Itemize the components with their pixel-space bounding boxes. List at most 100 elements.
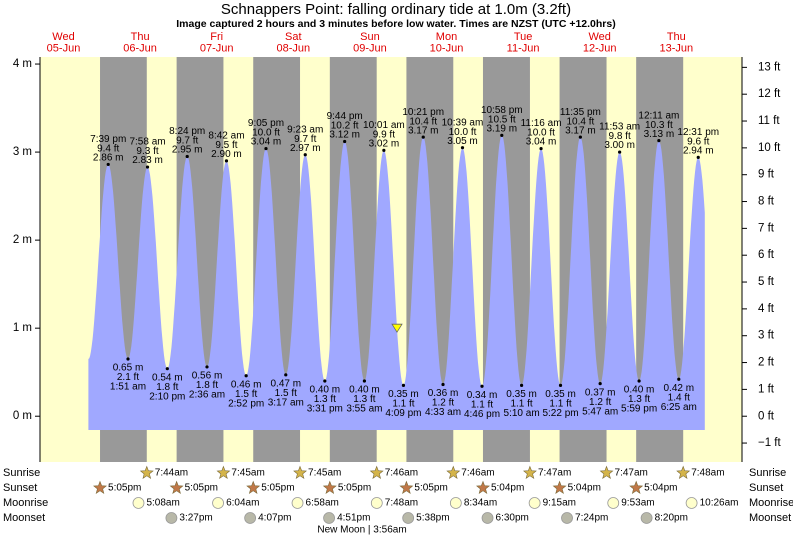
- moonrise-icon: [212, 497, 224, 509]
- tide-height-ft: 10.5 ft: [488, 114, 516, 125]
- y-tick-label: 3 m: [13, 146, 32, 158]
- tide-height-m: 3.04 m: [251, 137, 282, 148]
- tide-time: 4:09 pm: [385, 408, 421, 419]
- tide-height-ft: 1.1 ft: [471, 399, 493, 410]
- tide-point: [618, 150, 622, 154]
- tide-height-m: 3.17 m: [565, 125, 596, 136]
- tide-time: 2:52 pm: [228, 398, 264, 409]
- sunrise-time: 7:44am: [155, 468, 188, 479]
- tide-time: 2:10 pm: [149, 391, 185, 402]
- tide-height-m: 0.35 m: [545, 389, 576, 400]
- row-label: Moonset: [749, 512, 791, 524]
- moonrise-time: 9:53am: [621, 498, 654, 509]
- moonrise-icon: [370, 497, 383, 509]
- sunset-icon: [476, 480, 490, 494]
- tide-time: 3:31 pm: [307, 404, 343, 415]
- sunrise-icon: [599, 465, 614, 479]
- tide-time: 1:51 am: [110, 382, 146, 393]
- sunset-icon: [246, 480, 261, 494]
- y-tick-label: 0 m: [13, 410, 32, 422]
- day-name: Sun: [360, 31, 380, 43]
- moonrise-icon: [132, 497, 145, 509]
- y2-tick-label: 5 ft: [758, 276, 775, 288]
- tide-height-ft: 10.3 ft: [645, 120, 673, 131]
- day-date: 06-Jun: [123, 42, 157, 54]
- tide-point: [362, 379, 367, 383]
- tide-height-m: 3.00 m: [604, 140, 635, 151]
- sunrise-icon: [676, 465, 691, 479]
- tide-height-ft: 10.0 ft: [527, 128, 555, 139]
- moonset-time: 8:20pm: [655, 513, 688, 524]
- tide-height-m: 3.05 m: [447, 136, 478, 147]
- moonset-time: 3:27pm: [179, 513, 212, 524]
- tide-time: 11:35 pm: [560, 107, 601, 118]
- tide-height-m: 0.47 m: [270, 378, 301, 389]
- tide-time: 12:11 am: [638, 110, 679, 121]
- tide-time: 4:33 am: [425, 407, 461, 418]
- tide-time: 4:46 pm: [464, 409, 500, 420]
- y2-tick-label: 0 ft: [758, 410, 775, 422]
- tide-height-m: 2.86 m: [93, 153, 124, 164]
- tide-time: 5:10 am: [504, 408, 540, 419]
- y2-tick-label: 10 ft: [758, 142, 781, 154]
- y-tick-label: 2 m: [13, 234, 32, 246]
- tide-time: 5:59 pm: [621, 404, 657, 415]
- tide-height-m: 2.95 m: [172, 145, 203, 156]
- row-label: Moonset: [3, 512, 45, 524]
- row-label: Moonrise: [749, 497, 793, 509]
- moonset-icon: [561, 512, 573, 524]
- moonset-time: 5:38pm: [416, 513, 449, 524]
- tide-point: [480, 384, 484, 388]
- sunset-icon: [322, 480, 337, 494]
- tide-height-ft: 10.4 ft: [409, 116, 437, 127]
- tide-height-m: 3.12 m: [329, 130, 360, 141]
- moonrise-time: 6:04am: [226, 498, 259, 509]
- day-date: 09-Jun: [353, 42, 387, 54]
- tide-height-ft: 9.7 ft: [176, 136, 198, 147]
- tide-height-m: 2.97 m: [290, 143, 321, 154]
- moonrise-icon: [685, 497, 698, 509]
- moonset-time: 7:24pm: [575, 513, 608, 524]
- tide-height-m: 0.37 m: [585, 387, 616, 398]
- tide-height-m: 0.40 m: [349, 385, 380, 396]
- moonrise-time: 10:26am: [700, 498, 739, 509]
- moonrise-time: 6:58am: [306, 498, 339, 509]
- tide-time: 3:55 am: [346, 404, 382, 415]
- row-label: Sunrise: [749, 467, 786, 479]
- tide-height-ft: 1.3 ft: [353, 394, 375, 405]
- moonset-time: 6:30pm: [496, 513, 529, 524]
- sunset-time: 5:04pm: [491, 483, 524, 494]
- tide-time: 8:42 am: [208, 131, 244, 142]
- tide-height-m: 2.90 m: [211, 149, 242, 160]
- y2-tick-label: 1 ft: [758, 383, 775, 395]
- tide-height-ft: 9.6 ft: [687, 137, 709, 148]
- row-label: Sunset: [749, 482, 783, 494]
- tide-point: [323, 379, 327, 383]
- tide-height-ft: 10.4 ft: [566, 116, 594, 127]
- tide-point: [401, 383, 406, 388]
- day-name: Wed: [588, 31, 610, 43]
- tide-point: [244, 374, 248, 378]
- tide-time: 8:24 pm: [169, 126, 205, 137]
- tide-height-ft: 1.2 ft: [589, 397, 611, 408]
- tide-time: 10:01 am: [363, 120, 405, 131]
- y2-tick-label: 13 ft: [758, 61, 781, 73]
- chart-title: Schnappers Point: falling ordinary tide …: [221, 1, 571, 18]
- sunrise-time: 7:47am: [615, 468, 648, 479]
- tide-point: [657, 139, 661, 143]
- row-label: Sunrise: [3, 467, 40, 479]
- tide-time: 10:39 am: [442, 117, 484, 128]
- day-date: 11-Jun: [507, 42, 540, 54]
- y2-tick-label: 2 ft: [758, 357, 775, 369]
- tide-point: [185, 154, 189, 159]
- tide-height-ft: 10.0 ft: [252, 128, 280, 139]
- tide-height-m: 2.83 m: [132, 155, 163, 166]
- chart-subtitle: Image captured 2 hours and 3 minutes bef…: [176, 18, 615, 30]
- y2-tick-label: 4 ft: [758, 303, 775, 315]
- moonset-icon: [640, 512, 653, 524]
- day-date: 13-Jun: [659, 42, 693, 54]
- day-name: Sat: [285, 31, 302, 43]
- tide-height-ft: 1.1 ft: [510, 399, 532, 410]
- moonset-icon: [481, 512, 494, 524]
